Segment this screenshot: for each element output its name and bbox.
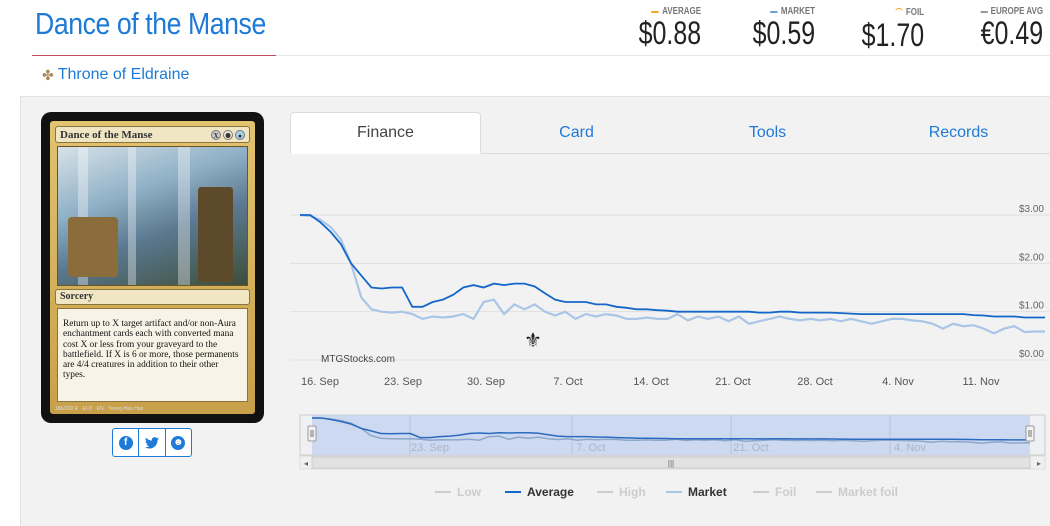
navigator-selection[interactable] [312,415,1030,455]
share-reddit-button[interactable]: ☻ [166,429,191,456]
legend-item-foil[interactable]: Foil [775,485,796,499]
foil-arc-icon: ⌒ [895,8,903,18]
set-name: Throne of Eldraine [57,66,190,83]
y-tick-label: $2.00 [1019,252,1044,263]
card-footer: 186/269 R · ELD · EN · Yeong-Hao Han [55,406,144,412]
price-europe-value: €0.49 [980,15,1043,51]
tab-finance[interactable]: Finance [290,112,481,154]
mana-white-icon: ✺ [223,129,233,140]
navigator-series-average [312,417,1030,441]
mana-x-icon: X [211,129,221,140]
price-average-value: $0.88 [638,15,701,51]
legend-item-high[interactable]: High [619,485,646,499]
share-facebook-button[interactable]: f [113,429,140,456]
x-tick-label: 30. Sep [467,376,505,388]
x-tick-label: 4. Nov [882,376,914,388]
scroll-right-arrow-icon[interactable]: ▸ [1037,459,1041,468]
legend-item-average[interactable]: Average [527,485,574,499]
scroll-left-arrow-icon[interactable]: ◂ [304,459,308,468]
navigator-tick-label: 23. Sep [411,442,449,454]
share-twitter-button[interactable] [139,429,166,456]
europe-dash-icon [980,10,988,13]
tab-card[interactable]: Card [559,124,594,141]
price-chart-svg[interactable]: $3.00 $2.00 $1.00 $0.00 MTGStocks.com ⚜ 16. Se… [290,155,1050,512]
series-line-average[interactable] [300,214,1045,319]
set-symbol-icon: ✤ [42,66,54,83]
page-title: Dance of the Manse [35,6,266,41]
price-foil-value: $1.70 [861,17,924,53]
navigator-tick-label: 21. Oct [733,442,768,454]
average-dash-icon [651,10,659,13]
navigator-series-market [311,417,1030,445]
y-tick-label: $3.00 [1019,204,1044,215]
card-art [57,146,248,286]
header-divider [276,55,1050,56]
price-average: AVERAGE $0.88 [638,6,701,51]
facebook-icon: f [118,435,133,450]
x-tick-label: 16. Sep [301,376,339,388]
price-market-value: $0.59 [752,15,815,51]
card-type-line: Sorcery [55,289,250,305]
x-tick-label: 21. Oct [715,376,750,388]
series-line-market[interactable] [299,213,1045,335]
set-link[interactable]: ✤ Throne of Eldraine [42,66,189,84]
reddit-icon: ☻ [171,435,186,450]
mana-blue-icon: ● [235,129,245,140]
legend-item-low[interactable]: Low [457,485,482,499]
y-tick-label: $1.00 [1019,301,1044,312]
mana-cost: X ✺ ● [211,129,245,140]
twitter-icon [144,436,159,448]
navigator-tick-label: 4. Nov [894,442,926,454]
card-image-name: Dance of the Manse [60,128,153,141]
price-market: MARKET $0.59 [752,6,815,51]
x-tick-label: 11. Nov [962,376,1000,388]
navigator-tick-label: 7. Oct [576,442,605,454]
card-rules-text: Return up to X target artifact and/or no… [57,308,248,402]
title-underline [32,55,276,56]
share-buttons: f ☻ [112,428,192,457]
y-tick-label: $0.00 [1019,349,1044,360]
price-summary: AVERAGE $0.88 MARKET $0.59 ⌒ FOIL $1.70 E… [0,6,1050,56]
scroll-grip-icon: ||| [668,459,674,468]
x-tick-label: 23. Sep [384,376,422,388]
market-dash-icon [770,10,778,13]
navigator-handle-left[interactable] [307,425,317,442]
tab-records[interactable]: Records [928,124,989,141]
x-tick-label: 7. Oct [553,376,582,388]
price-europe: EUROPE AVG €0.49 [980,6,1043,51]
mtgstocks-logo-icon: ⚜ [524,330,542,352]
legend-item-market[interactable]: Market [688,485,727,499]
legend-item-market-foil[interactable]: Market foil [838,485,898,499]
x-tick-label: 28. Oct [797,376,832,388]
tab-tools[interactable]: Tools [748,124,787,141]
header: Dance of the Manse ✤ Throne of Eldraine … [0,0,1050,96]
price-chart[interactable]: $3.00 $2.00 $1.00 $0.00 MTGStocks.com ⚜ 16. Se… [290,155,1050,512]
card-image[interactable]: Dance of the Manse X ✺ ● Sorcery Return … [41,112,264,423]
navigator-scrollbar-thumb[interactable] [311,456,1031,469]
navigator-handle-right[interactable] [1025,425,1035,442]
tab-bar: Finance Card Tools Records [290,112,1050,154]
chart-watermark: MTGStocks.com [321,354,395,365]
price-foil: ⌒ FOIL $1.70 [861,7,924,53]
x-tick-label: 14. Oct [633,376,668,388]
